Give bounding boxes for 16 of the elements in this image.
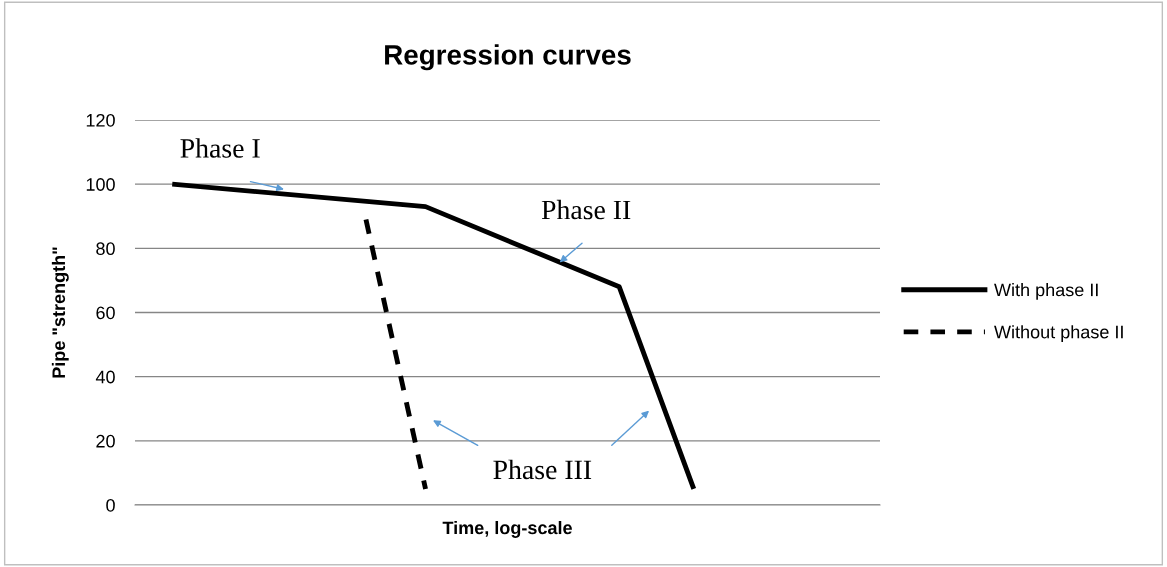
y-tick-label: 120 [86, 113, 115, 127]
x-axis-title: Time, log-scale [442, 520, 572, 538]
y-tick-label: 80 [96, 242, 115, 256]
annotation: Phase II [541, 199, 631, 220]
annotation: Phase I [180, 138, 260, 158]
chart-title: Regression curves [385, 44, 631, 71]
line-series [169, 181, 697, 492]
y-tick-label: 20 [96, 434, 115, 448]
y-tick-label: 60 [96, 306, 115, 320]
legend-label: Without phase II [994, 325, 1123, 342]
y-tick-label: 40 [95, 370, 115, 384]
annotation: Phase III [493, 459, 592, 480]
legend-label: With phase II [994, 283, 1098, 300]
y-tick-label: 0 [106, 498, 115, 512]
y-tick-label: 100 [86, 178, 115, 191]
y-axis-title: Pipe "strength" [51, 247, 69, 378]
